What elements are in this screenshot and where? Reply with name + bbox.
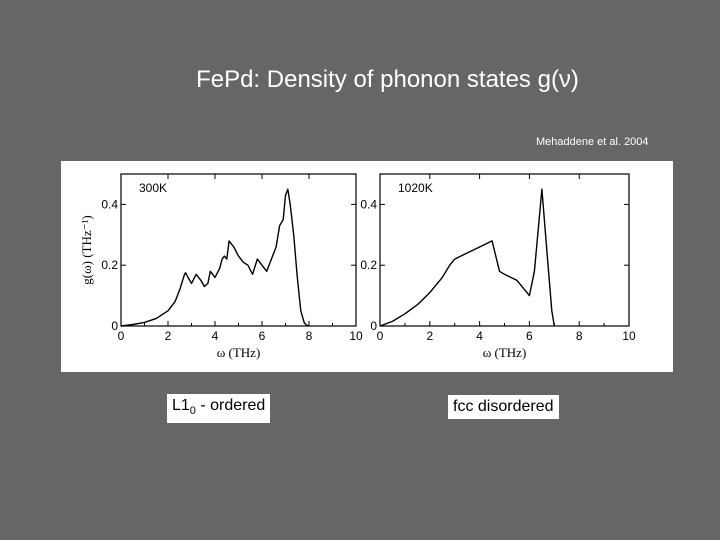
panel-1-dos-curve bbox=[120, 188, 310, 327]
panel-1-xlabel: ω (THz) bbox=[217, 345, 261, 360]
panel-1-xtick-label: 6 bbox=[259, 329, 266, 343]
panel-2-xtick-label: 0 bbox=[377, 329, 384, 343]
caption-ordered-subscript: 0 bbox=[189, 405, 196, 418]
caption-ordered-prefix: L1 bbox=[172, 397, 190, 414]
panel-2-xlabel: ω (THz) bbox=[483, 345, 527, 360]
panel-2-ytick-label: 0.2 bbox=[360, 258, 377, 272]
panel-2-ytick-label: 0 bbox=[370, 319, 377, 333]
panel-2-xtick-label: 2 bbox=[426, 329, 433, 343]
panel-1-xtick-label: 10 bbox=[349, 329, 363, 343]
panel-2-ytick-label: 0.4 bbox=[360, 197, 377, 211]
panel-2-xtick-label: 8 bbox=[576, 329, 583, 343]
panel-1-temperature-label: 300K bbox=[139, 181, 167, 195]
panel-1-xtick-label: 4 bbox=[212, 329, 219, 343]
panel-2-frame bbox=[379, 173, 630, 327]
slide-title: FePd: Density of phonon states g(ν) bbox=[196, 66, 579, 93]
panel-2-dos-curve bbox=[379, 188, 555, 327]
phonon-dos-svg: 0 2 4 6 8 10 0 0.2 0.4 300K ω (THz) g(ω) (THz⁻¹) 0 2 4… bbox=[79, 173, 636, 360]
panel-1-frame bbox=[120, 173, 357, 327]
citation: Mehaddene et al. 2004 bbox=[536, 136, 649, 148]
caption-ordered-suffix: - ordered bbox=[195, 397, 266, 414]
panel-1-xtick-label: 0 bbox=[118, 329, 125, 343]
panel-1-ylabel: g(ω) (THz⁻¹) bbox=[79, 215, 94, 284]
panel-1-xtick-label: 8 bbox=[306, 329, 313, 343]
panel-1-ytick-label: 0.2 bbox=[101, 258, 118, 272]
caption-ordered: L10 - ordered bbox=[167, 394, 271, 424]
panel-1-xtick-label: 2 bbox=[165, 329, 172, 343]
panel-2-xtick-label: 4 bbox=[476, 329, 483, 343]
panel-1-ytick-label: 0.4 bbox=[101, 197, 118, 211]
panel-2-temperature-label: 1020K bbox=[398, 181, 433, 195]
caption-disordered: fcc disordered bbox=[448, 395, 559, 419]
panel-2-xtick-label: 6 bbox=[526, 329, 533, 343]
panel-1-ytick-label: 0 bbox=[111, 319, 118, 333]
phonon-dos-figure: 0 2 4 6 8 10 0 0.2 0.4 300K ω (THz) g(ω) (THz⁻¹) 0 2 4… bbox=[61, 161, 673, 372]
panel-2-xtick-label: 10 bbox=[622, 329, 636, 343]
